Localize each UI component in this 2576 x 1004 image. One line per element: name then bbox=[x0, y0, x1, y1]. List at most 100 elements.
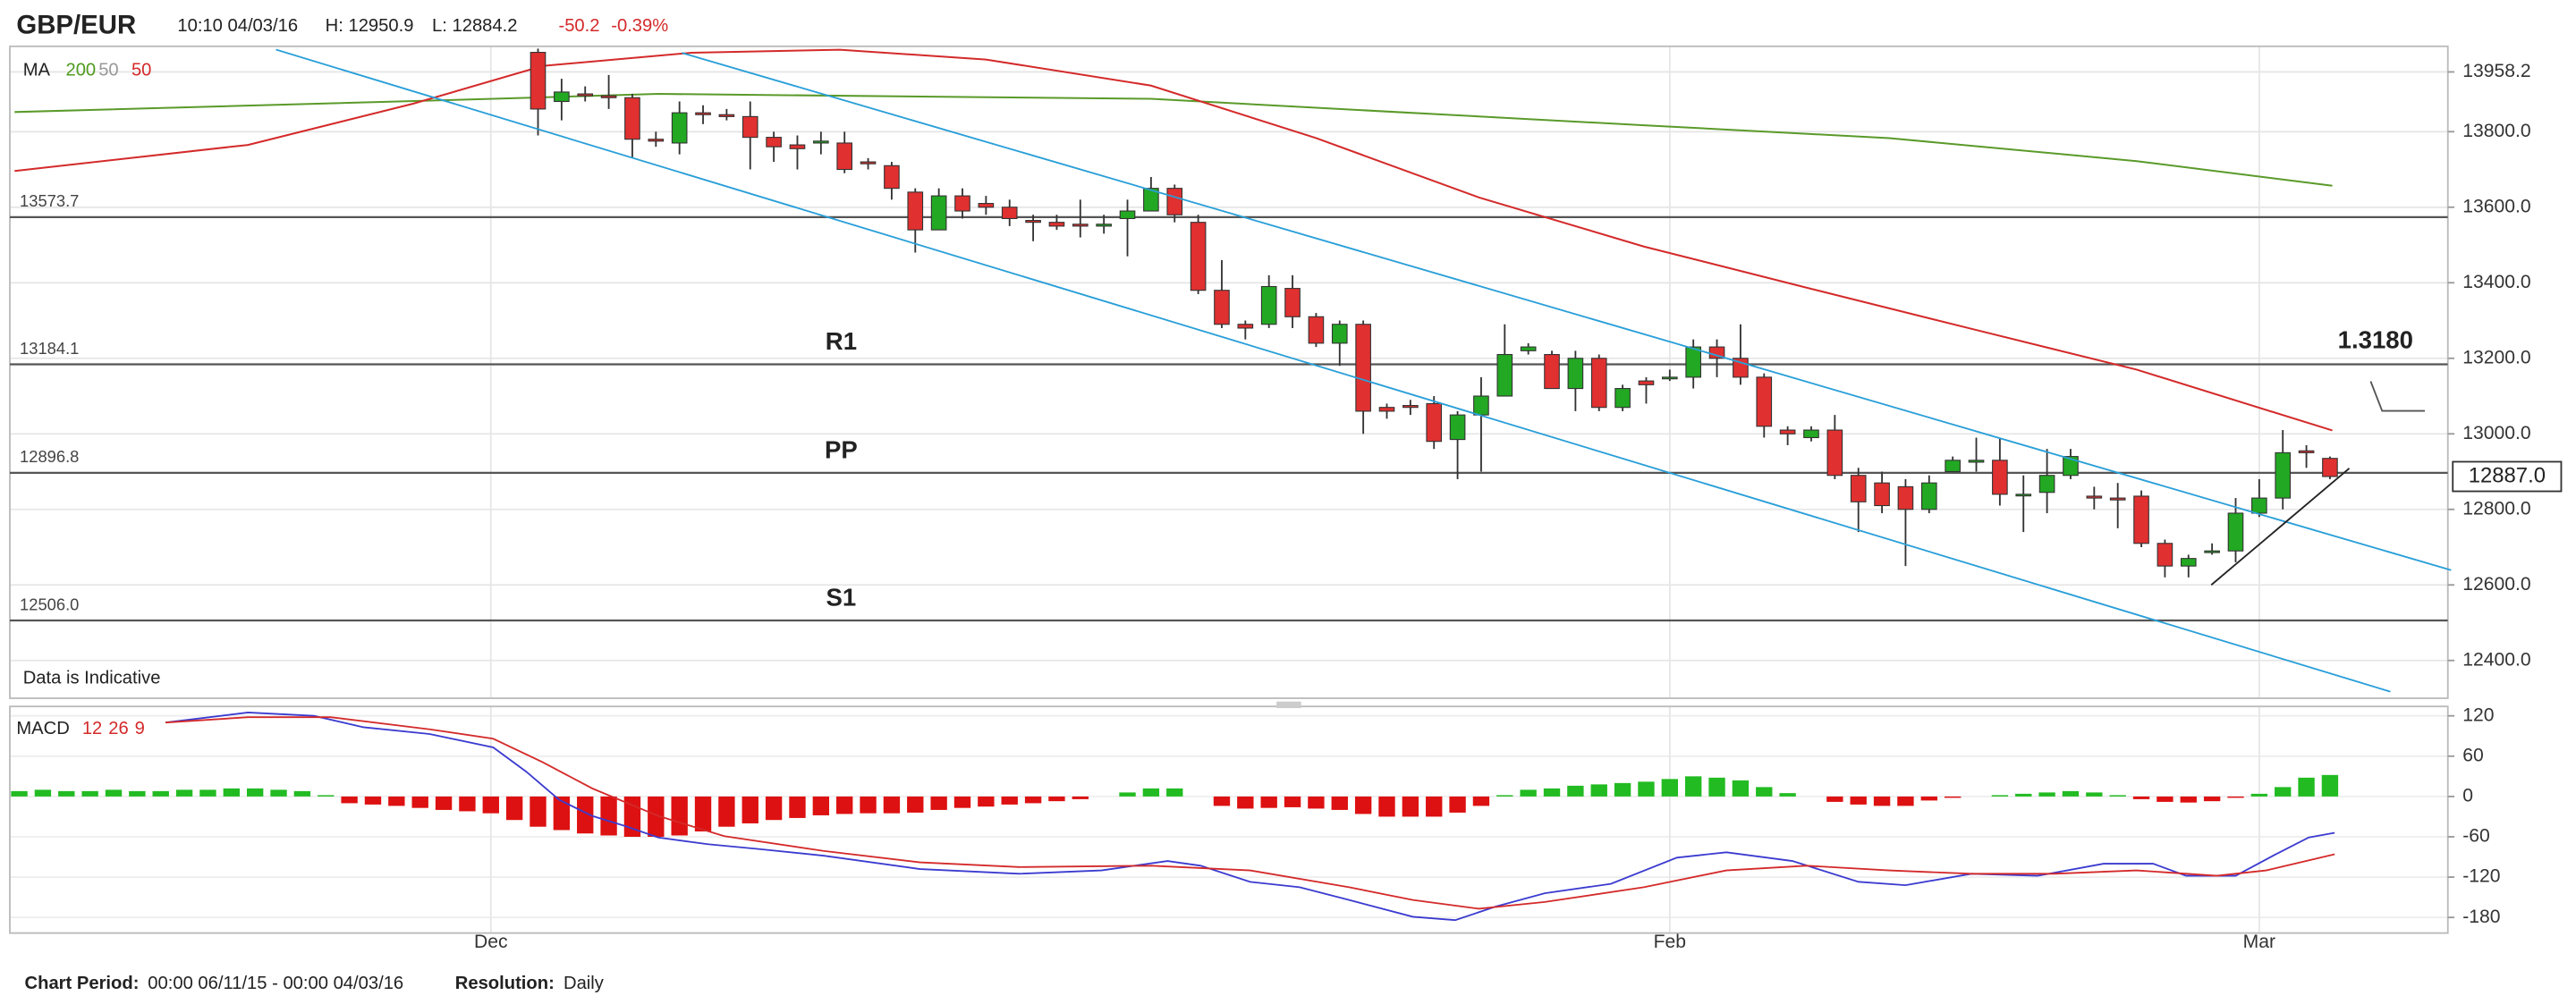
histogram-bar bbox=[152, 790, 169, 797]
candle-body bbox=[836, 142, 853, 171]
candle-body bbox=[1284, 288, 1301, 317]
candle-body bbox=[978, 203, 995, 208]
histogram-bar bbox=[1354, 796, 1372, 814]
pivot-name: S1 bbox=[826, 583, 857, 611]
candle-body bbox=[1025, 220, 1041, 224]
candle-body bbox=[530, 52, 547, 110]
candle-body bbox=[718, 114, 735, 117]
histogram-bar bbox=[129, 790, 146, 797]
histogram-bar bbox=[553, 796, 571, 831]
histogram-bar bbox=[459, 796, 476, 812]
histogram-bar bbox=[270, 789, 287, 797]
histogram-bar bbox=[1331, 796, 1348, 810]
histogram-bar bbox=[223, 788, 240, 797]
candle-body bbox=[2133, 495, 2149, 544]
histogram-bar bbox=[246, 788, 264, 797]
y-tick-label: 120 bbox=[2462, 704, 2494, 725]
histogram-bar bbox=[2086, 792, 2103, 797]
macd-param: 9 bbox=[135, 719, 145, 738]
y-tick-label: 13800.0 bbox=[2462, 121, 2530, 141]
price-frame bbox=[9, 45, 2449, 699]
candle-body bbox=[1473, 395, 1489, 416]
target-leader bbox=[2369, 381, 2426, 412]
candle-body bbox=[2251, 497, 2267, 514]
histogram-bar bbox=[2038, 792, 2055, 797]
candle-body bbox=[554, 91, 570, 103]
resolution-label: Resolution: bbox=[455, 974, 555, 993]
candle-body bbox=[1096, 224, 1112, 227]
note: Data is Indicative bbox=[23, 668, 161, 688]
histogram-bar bbox=[2250, 793, 2268, 797]
histogram-bar bbox=[364, 796, 382, 805]
histogram-bar bbox=[505, 796, 523, 821]
histogram-bar bbox=[1472, 796, 1490, 806]
histogram-bar bbox=[1308, 796, 1325, 809]
candle-body bbox=[1402, 405, 1419, 409]
y-tick-label: 13958.2 bbox=[2462, 61, 2530, 81]
plot-layer: 13958.2 13800.0 13600.0 13400.0 13200.0 13000… bbox=[10, 48, 2563, 952]
histogram-bar bbox=[741, 796, 758, 823]
histogram-bar bbox=[1260, 796, 1277, 808]
histogram-bar bbox=[1024, 796, 1042, 804]
histogram-bar bbox=[930, 796, 947, 810]
histogram-bar bbox=[600, 796, 617, 836]
candle-body bbox=[2086, 495, 2103, 499]
candle-body bbox=[1803, 429, 1819, 439]
histogram-bar bbox=[1048, 796, 1065, 802]
channel-line bbox=[275, 48, 2391, 693]
histogram-bar bbox=[1378, 796, 1395, 817]
candle-body bbox=[1567, 358, 1584, 390]
candle-body bbox=[2015, 494, 2032, 497]
macd-plot bbox=[11, 712, 2339, 922]
histogram-bar bbox=[1426, 796, 1443, 817]
histogram-bar bbox=[2157, 796, 2174, 802]
histogram-bar bbox=[1614, 782, 1631, 797]
histogram-bar bbox=[2275, 787, 2292, 797]
histogram-bar bbox=[1708, 777, 1725, 797]
candle-body bbox=[2038, 475, 2055, 494]
histogram-bar bbox=[81, 790, 98, 797]
candle-body bbox=[1449, 414, 1466, 441]
panel-resize-handle[interactable] bbox=[1276, 701, 1301, 709]
candle-body bbox=[907, 191, 924, 231]
histogram-bar bbox=[1520, 789, 1537, 797]
histogram-bar bbox=[1001, 796, 1018, 805]
candle-body bbox=[1544, 353, 1560, 390]
histogram-bar bbox=[411, 796, 428, 808]
histogram-bar bbox=[1991, 795, 2009, 797]
histogram-bar bbox=[1567, 785, 1584, 797]
y-tick-label: 13000.0 bbox=[2462, 423, 2530, 443]
candle-body bbox=[1614, 388, 1631, 409]
candle-body bbox=[954, 195, 970, 212]
histogram-bar bbox=[765, 796, 783, 821]
histogram-bar bbox=[58, 790, 75, 797]
candle-body bbox=[2322, 458, 2338, 477]
x-tick-label: Dec bbox=[474, 932, 508, 952]
time: 10:10 04/03/16 bbox=[177, 16, 298, 36]
histogram-bar bbox=[953, 796, 971, 808]
candle-body bbox=[1048, 222, 1065, 227]
candle-body bbox=[1214, 290, 1230, 325]
candle-body bbox=[1850, 475, 1867, 502]
candle-body bbox=[1920, 482, 1937, 510]
candle-body bbox=[741, 115, 758, 139]
histogram-bar bbox=[2180, 796, 2197, 803]
histogram-bar bbox=[1142, 788, 1160, 797]
macd-param: 12 bbox=[82, 719, 102, 738]
period-label: Chart Period: bbox=[25, 974, 140, 993]
histogram-bar bbox=[694, 796, 712, 831]
candle-body bbox=[2204, 550, 2220, 553]
candle-body bbox=[1897, 485, 1914, 510]
pivot-name: R1 bbox=[826, 327, 857, 355]
histogram-bar bbox=[11, 790, 28, 797]
candle-body bbox=[1119, 210, 1136, 220]
candle-body bbox=[789, 144, 806, 149]
y-tick-label: 13200.0 bbox=[2462, 347, 2530, 367]
histogram-bar bbox=[1213, 796, 1231, 806]
candle-body bbox=[1190, 222, 1207, 291]
candle-body bbox=[1308, 316, 1325, 344]
histogram-bar bbox=[2321, 774, 2339, 797]
histogram-bar bbox=[318, 795, 335, 797]
legend-entry: 50 bbox=[98, 61, 118, 80]
macd-frame bbox=[9, 705, 2449, 934]
